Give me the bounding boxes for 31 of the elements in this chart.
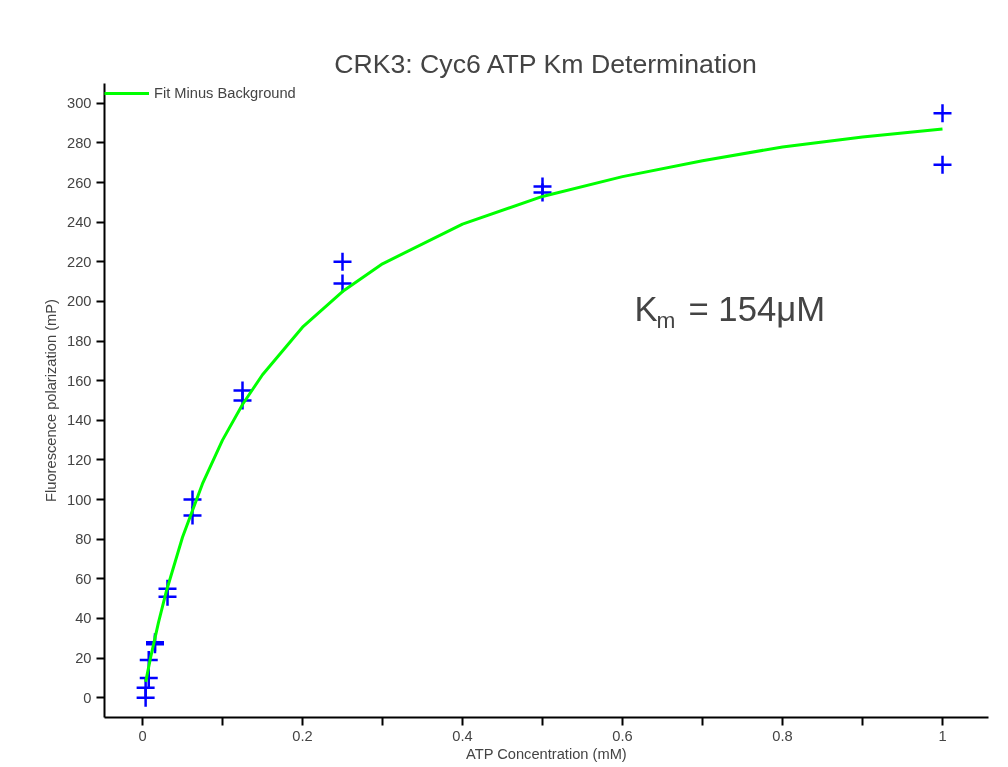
x-tick-label: 0.8 <box>772 727 793 744</box>
x-tick-label: 1 <box>938 727 947 744</box>
point <box>332 251 353 273</box>
y-tick-label: 100 <box>67 491 92 508</box>
y-tick-label: 20 <box>75 650 92 667</box>
y-tick-label: 60 <box>75 570 92 587</box>
point <box>932 154 953 175</box>
x-tick-label: 0 <box>138 727 147 744</box>
line-series <box>144 127 944 684</box>
y-tick-label: 240 <box>67 214 92 231</box>
y-axis-title: Fluorescence polarization (mP) <box>43 299 60 502</box>
y-tick-label: 0 <box>83 689 92 706</box>
x-axis-title: ATP Concentration (mM) <box>466 745 627 762</box>
y-tick-label: 180 <box>67 333 92 350</box>
y-tick-label: 160 <box>67 372 92 389</box>
y-tick-label: 140 <box>67 412 92 429</box>
y-tick-label: 200 <box>67 293 92 310</box>
point <box>932 102 953 124</box>
y-tick-label: 280 <box>67 134 92 151</box>
y-tick-label: 80 <box>75 531 92 548</box>
y-tick-label: 260 <box>67 174 92 191</box>
y-tick-label: 220 <box>67 253 92 270</box>
x-tick-label: 0.6 <box>612 727 633 744</box>
y-tick-label: 300 <box>67 95 92 112</box>
x-tick-label: 0.4 <box>452 727 473 744</box>
chart-title: CRK3: Cyc6 ATP Km Determination <box>334 48 757 79</box>
x-tick-label: 0.2 <box>292 727 313 744</box>
legend-label: Fit Minus Background <box>154 85 296 101</box>
point <box>532 182 553 203</box>
y-tick-label: 120 <box>67 451 92 468</box>
y-tick-label: 40 <box>75 610 92 627</box>
